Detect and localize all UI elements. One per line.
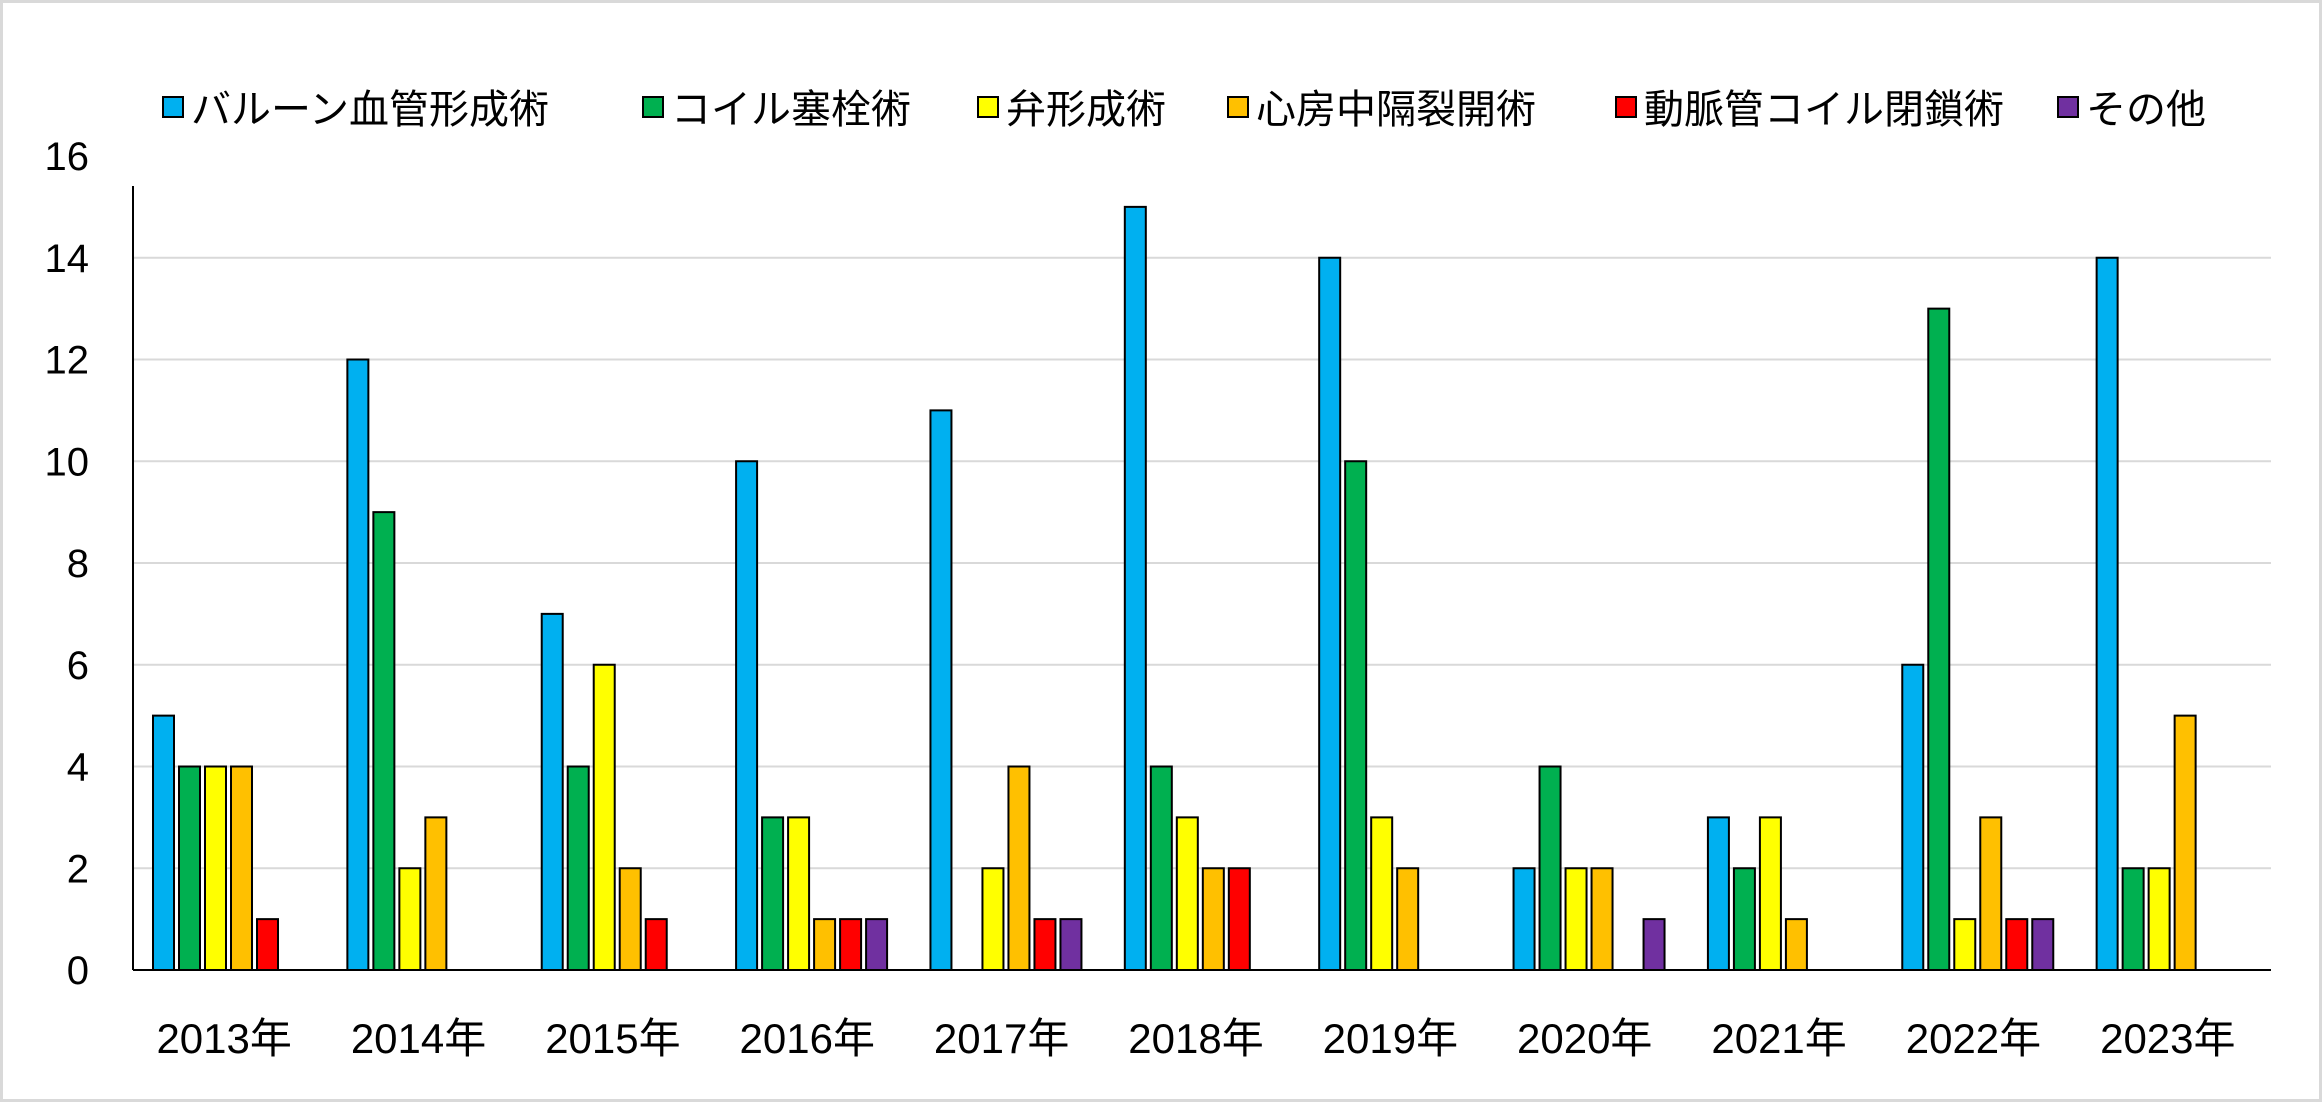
- y-tick-label: 0: [67, 949, 89, 993]
- bar: [981, 867, 1005, 971]
- bar: [2173, 714, 2197, 971]
- bar: [1201, 867, 1225, 971]
- bar: [1318, 256, 1342, 971]
- bar: [2005, 918, 2029, 971]
- bars: [152, 205, 2197, 971]
- bar: [152, 714, 175, 971]
- legend-label: 弁形成術: [1006, 87, 1166, 133]
- x-category-label: 2019年: [1323, 1015, 1458, 1062]
- y-tick-label: 2: [67, 847, 89, 891]
- bar: [929, 409, 953, 971]
- bar: [592, 663, 616, 971]
- bar: [787, 816, 811, 971]
- legend-swatch: [1227, 96, 1249, 118]
- legend-label: バルーン血管形成術: [191, 87, 549, 133]
- bar: [1396, 867, 1420, 971]
- x-category-label: 2014年: [351, 1015, 486, 1062]
- y-tick-label: 14: [45, 237, 90, 281]
- legend-label: 動脈管コイル閉鎖術: [1644, 87, 2004, 133]
- y-tick-label: 12: [45, 339, 90, 383]
- y-tick-label: 6: [67, 644, 89, 688]
- bar: [735, 460, 759, 971]
- bar: [1123, 205, 1147, 971]
- bar: [398, 867, 422, 971]
- bar: [761, 816, 785, 971]
- x-category-label: 2015年: [545, 1015, 680, 1062]
- bar: [1901, 663, 1925, 971]
- bar: [1590, 867, 1614, 971]
- bar: [839, 918, 863, 971]
- legend-swatch: [1615, 96, 1637, 118]
- bar: [372, 511, 396, 971]
- bar: [1706, 816, 1730, 971]
- bar: [540, 612, 564, 971]
- y-tick-label: 10: [45, 440, 90, 484]
- bar: [865, 918, 889, 971]
- bar: [1642, 918, 1666, 971]
- legend-swatch: [162, 96, 184, 118]
- bar: [1953, 918, 1977, 971]
- gridlines: [133, 256, 2271, 870]
- bar: [1732, 867, 1756, 971]
- x-category-label: 2023年: [2100, 1015, 2235, 1062]
- bar: [1784, 918, 1808, 971]
- bar: [346, 358, 370, 971]
- y-tick-labels: 0 2 4 6 8 10 12 14 16: [45, 135, 90, 993]
- bar: [1370, 816, 1394, 971]
- bar: [1175, 816, 1199, 971]
- x-category-labels: 2013年 2014年 2015年 2016年 2017年 2018年 2019年 2020年…: [156, 1015, 2235, 1062]
- bar: [813, 918, 837, 971]
- bar: [1033, 918, 1057, 971]
- legend: バルーン血管形成術 コイル塞栓術 弁形成術 心房中隔裂開術 動脈管コイル閉鎖術 その他: [162, 87, 2206, 133]
- x-category-label: 2016年: [740, 1015, 875, 1062]
- bar: [2095, 256, 2119, 971]
- bar: [256, 918, 279, 971]
- y-tick-label: 8: [67, 542, 89, 586]
- bar: [2121, 867, 2145, 971]
- bar: [644, 918, 668, 971]
- bar: [1564, 867, 1588, 971]
- x-category-label: 2020年: [1517, 1015, 1652, 1062]
- bar: [1538, 765, 1562, 971]
- y-tick-label: 4: [67, 746, 89, 790]
- legend-label: 心房中隔裂開術: [1256, 87, 1536, 133]
- bar: [1758, 816, 1782, 971]
- x-category-label: 2022年: [1906, 1015, 2041, 1062]
- axes: [132, 186, 2271, 971]
- bar: [1979, 816, 2003, 971]
- bar: [1512, 867, 1536, 971]
- bar: [2147, 867, 2171, 971]
- legend-label: コイル塞栓術: [671, 87, 911, 133]
- bar: [424, 816, 448, 971]
- bar: [1227, 867, 1251, 971]
- bar: [1344, 460, 1368, 971]
- bar: [618, 867, 642, 971]
- bar: [1059, 918, 1083, 971]
- x-category-label: 2013年: [156, 1015, 291, 1062]
- y-tick-label: 16: [45, 135, 90, 179]
- x-category-label: 2017年: [934, 1015, 1069, 1062]
- bar: [1007, 765, 1031, 971]
- bar: [178, 765, 201, 971]
- x-category-label: 2018年: [1128, 1015, 1263, 1062]
- legend-swatch: [642, 96, 664, 118]
- bar: [566, 765, 590, 971]
- bar: [230, 765, 253, 971]
- bar: [1927, 307, 1951, 971]
- legend-label: その他: [2086, 87, 2206, 133]
- x-category-label: 2021年: [1711, 1015, 1846, 1062]
- legend-swatch: [977, 96, 999, 118]
- bar: [2031, 918, 2055, 971]
- bar: [1149, 765, 1173, 971]
- bar: [204, 765, 227, 971]
- legend-swatch: [2057, 96, 2079, 118]
